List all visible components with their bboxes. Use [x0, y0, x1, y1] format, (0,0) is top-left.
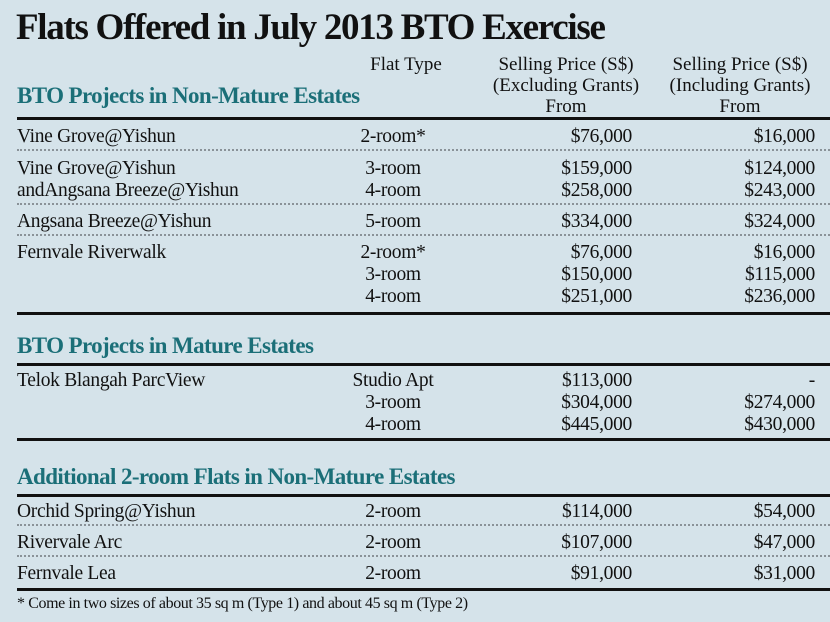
price-excluding-grants: $76,000	[570, 242, 633, 263]
price-excluding-grants: $334,000	[561, 211, 632, 232]
row-divider	[17, 555, 830, 557]
flat-type: 2-room	[365, 532, 421, 553]
header-line: (Including Grants)	[669, 75, 811, 96]
price-excluding-grants: $159,000	[561, 158, 632, 179]
flat-type: 4-room	[365, 414, 421, 435]
project-name: Angsana Breeze@Yishun	[17, 211, 212, 232]
project-name: Vine Grove@Yishun	[17, 126, 176, 147]
price-including-grants: $274,000	[744, 392, 815, 413]
flat-type: 5-room	[365, 211, 421, 232]
price-including-grants: $243,000	[744, 180, 815, 201]
flat-type: 3-room	[365, 158, 421, 179]
section-end-rule	[17, 588, 830, 591]
flat-type: 3-room	[365, 392, 421, 413]
price-including-grants: $31,000	[753, 563, 816, 584]
flat-type: 2-room*	[360, 126, 426, 147]
column-header-flat-type: Flat Type	[370, 54, 442, 75]
price-excluding-grants: $76,000	[570, 126, 633, 147]
price-including-grants: $47,000	[753, 532, 816, 553]
header-line: From	[545, 96, 587, 117]
section-rule	[17, 494, 830, 497]
price-including-grants: $236,000	[744, 286, 815, 307]
flat-type: Studio Apt	[352, 370, 434, 391]
flat-type: 2-room	[365, 501, 421, 522]
flat-type: 4-room	[365, 286, 421, 307]
section-heading: BTO Projects in Mature Estates	[17, 333, 314, 358]
section-rule	[17, 363, 830, 366]
project-name: Orchid Spring@Yishun	[17, 501, 196, 522]
row-divider	[17, 149, 830, 151]
price-excluding-grants: $150,000	[561, 264, 632, 285]
price-including-grants: $16,000	[753, 242, 816, 263]
section-rule	[17, 117, 830, 120]
price-including-grants: $124,000	[744, 158, 815, 179]
project-name: Fernvale Lea	[17, 563, 116, 584]
project-name: Telok Blangah ParcView	[17, 370, 205, 391]
flat-type: 3-room	[365, 264, 421, 285]
header-line: Selling Price (S$)	[672, 54, 808, 75]
project-name: Vine Grove@Yishun	[17, 158, 176, 179]
flat-type: 4-room	[365, 180, 421, 201]
row-divider	[17, 203, 830, 205]
price-including-grants: -	[808, 370, 816, 391]
column-header-price-excluding-grants: Selling Price (S$) (Excluding Grants) Fr…	[456, 54, 676, 117]
price-including-grants: $16,000	[753, 126, 816, 147]
price-excluding-grants: $91,000	[570, 563, 633, 584]
column-header-price-including-grants: Selling Price (S$) (Including Grants) Fr…	[630, 54, 830, 117]
header-line: (Excluding Grants)	[492, 75, 640, 96]
section-heading: BTO Projects in Non-Mature Estates	[17, 83, 360, 108]
price-including-grants: $115,000	[744, 264, 815, 285]
price-excluding-grants: $258,000	[561, 180, 632, 201]
project-name: Rivervale Arc	[17, 532, 122, 553]
price-excluding-grants: $114,000	[561, 501, 632, 522]
project-name: Fernvale Riverwalk	[17, 242, 166, 263]
price-including-grants: $430,000	[744, 414, 815, 435]
footnote: * Come in two sizes of about 35 sq m (Ty…	[17, 595, 468, 612]
price-including-grants: $324,000	[744, 211, 815, 232]
flat-type: 2-room	[365, 563, 421, 584]
section-end-rule	[17, 312, 830, 315]
page-title: Flats Offered in July 2013 BTO Exercise	[16, 7, 606, 48]
price-excluding-grants: $113,000	[561, 370, 632, 391]
section-end-rule	[17, 438, 830, 441]
header-line: From	[719, 96, 761, 117]
row-divider	[17, 524, 830, 526]
price-excluding-grants: $445,000	[561, 414, 632, 435]
row-divider	[17, 234, 830, 236]
section-heading: Additional 2-room Flats in Non-Mature Es…	[17, 464, 456, 489]
price-including-grants: $54,000	[753, 501, 816, 522]
flat-type: 2-room*	[360, 242, 426, 263]
price-excluding-grants: $251,000	[561, 286, 632, 307]
price-excluding-grants: $304,000	[561, 392, 632, 413]
project-name: andAngsana Breeze@Yishun	[17, 180, 239, 201]
price-excluding-grants: $107,000	[561, 532, 632, 553]
header-line: Selling Price (S$)	[498, 54, 634, 75]
